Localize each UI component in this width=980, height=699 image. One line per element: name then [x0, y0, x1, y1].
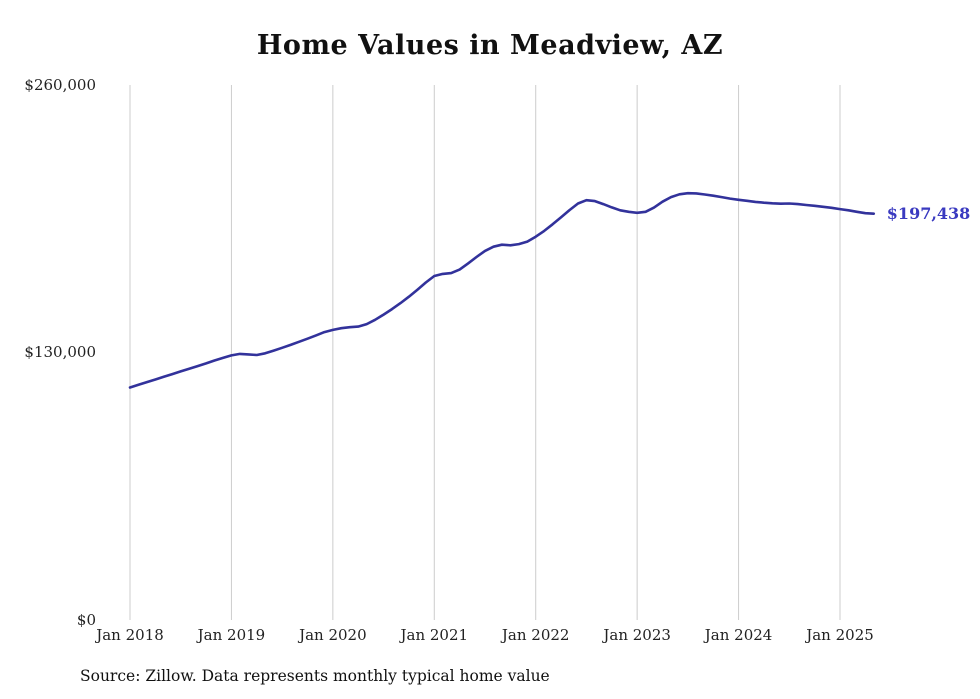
x-axis-label: Jan 2020 [299, 626, 367, 644]
x-axis-label: Jan 2023 [603, 626, 671, 644]
value-line [128, 191, 876, 389]
y-axis-label-0: $0 [76, 611, 96, 629]
x-axis-label: Jan 2018 [96, 626, 164, 644]
x-axis-label: Jan 2022 [501, 626, 570, 644]
x-axis-label: Jan 2025 [806, 626, 874, 644]
y-axis-label-130000: $130,000 [24, 343, 96, 361]
x-axis-label: Jan 2024 [704, 626, 773, 644]
chart-title: Home Values in Meadview, AZ [256, 30, 724, 61]
x-axis-label: Jan 2019 [197, 626, 266, 644]
end-value-label: $197,438 [886, 203, 971, 223]
x-axis-label: Jan 2021 [400, 626, 469, 644]
source-note: Source: Zillow. Data represents monthly … [80, 667, 550, 685]
y-axis-label-260000: $260,000 [24, 76, 96, 94]
